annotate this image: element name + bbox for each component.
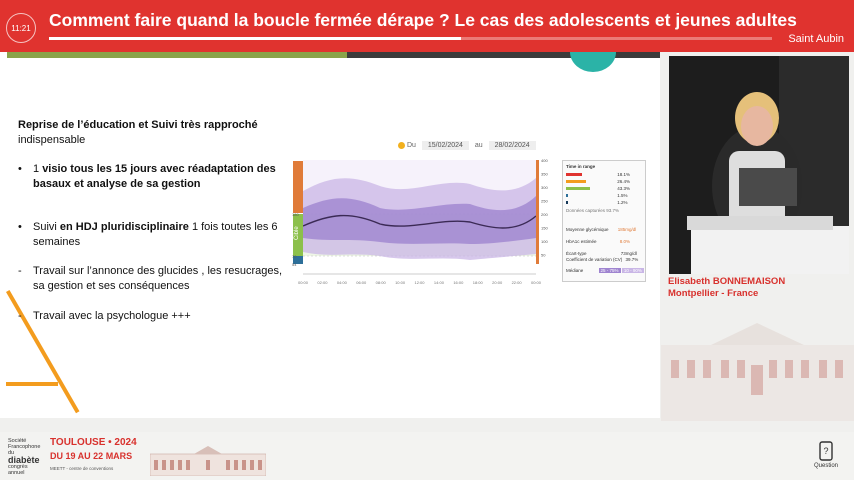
from-date: 15/02/2024	[422, 141, 469, 150]
bullet-2-bold: en HDJ pluridisciplinaire	[60, 221, 189, 233]
speaker-location: Montpellier - France	[668, 288, 785, 300]
left-tick-label: 54	[292, 262, 297, 267]
x-tick-label: 20:00	[492, 280, 503, 285]
target-label: Cible	[294, 226, 300, 240]
x-tick-label: 18:00	[473, 280, 484, 285]
x-tick-label: 16:00	[453, 280, 464, 285]
tir-row-3: 43.3%	[566, 186, 630, 191]
sun-icon	[398, 142, 405, 149]
question-label: Question	[808, 463, 844, 469]
slide-heading-bold: Reprise de l’éducation et Suivi très rap…	[18, 119, 258, 131]
dash-2-text: Travail avec la psychologue +++	[33, 309, 283, 324]
x-tick-label: 06:00	[356, 280, 367, 285]
svg-text:?: ?	[823, 446, 828, 456]
dash-1-text: Travail sur l’annonce des glucides , les…	[33, 264, 283, 294]
room-location: Saint Aubin	[788, 33, 844, 45]
right-tick-label: 400	[541, 158, 548, 163]
tir-row-2: 26.4%	[566, 179, 630, 184]
orange-decoration-base	[6, 382, 58, 386]
right-tick-label: 150	[541, 226, 548, 231]
progress-fill	[49, 37, 461, 40]
hba1c: HbA1c estimée 8.0%	[566, 239, 630, 244]
question-button[interactable]: ? Question	[808, 441, 844, 477]
dash-item-2: - Travail avec la psychologue +++	[18, 309, 283, 324]
x-tick-label: 04:00	[337, 280, 348, 285]
x-tick-label: 00:00	[531, 280, 542, 285]
coef-variation: Coefficient de variation (CV) 39.7%	[566, 257, 638, 262]
left-tick-label: 70	[292, 254, 297, 259]
slide-top-strip	[7, 52, 660, 58]
x-tick-label: 08:00	[376, 280, 387, 285]
chart-date-range: Du 15/02/2024 au 28/02/2024	[398, 141, 540, 150]
slide-heading-rest: indispensable	[18, 134, 85, 146]
speaker-fullname: Elisabeth BONNEMAISON	[668, 276, 785, 288]
right-tick-label: 200	[541, 212, 548, 217]
bullet-1-text: 1	[33, 163, 42, 175]
to-label: au	[475, 142, 483, 149]
x-tick-label: 00:00	[298, 280, 309, 285]
to-date: 28/02/2024	[489, 141, 536, 150]
right-tick-label: 250	[541, 199, 548, 204]
right-axis-bar	[536, 160, 539, 264]
right-tick-label: 300	[541, 185, 548, 190]
right-tick-label: 100	[541, 239, 548, 244]
capitole-footer-illustration	[150, 440, 266, 476]
event-venue: MEETT - centre de conventions	[50, 466, 113, 471]
bullet-item-1: • 1 visio tous les 15 jours avec réadapt…	[18, 162, 283, 192]
tir-row-1: 18.1%	[566, 172, 630, 177]
speaker-name: Elisabeth BONNEMAISON Montpellier - Fran…	[668, 276, 785, 300]
bullet-item-2: • Suivi en HDJ pluridisciplinaire 1 fois…	[18, 220, 283, 250]
tir-row-4: 1.5%	[566, 193, 628, 198]
mean-glucose: Moyenne glycémique 185mg/dl	[566, 227, 636, 232]
page-title: Comment faire quand la boucle fermée dér…	[49, 10, 797, 31]
right-tick-label: 50	[541, 253, 546, 258]
progress-bar	[49, 37, 772, 40]
from-label: Du	[407, 142, 416, 149]
x-tick-label: 10:00	[395, 280, 406, 285]
tir-capture: Données capturées 93.7%	[566, 208, 619, 213]
header-bar: 11:21 Comment faire quand la boucle ferm…	[0, 0, 854, 52]
right-tick-label: 350	[541, 172, 548, 177]
x-tick-label: 02:00	[317, 280, 328, 285]
event-city: TOULOUSE • 2024	[50, 437, 137, 448]
std-dev: Écart-type 73mg/dl	[566, 251, 637, 256]
clock-badge: 11:21	[6, 13, 36, 43]
x-tick-label: 22:00	[512, 280, 523, 285]
capitole-building-image	[661, 305, 854, 421]
high-bar-left	[293, 161, 303, 213]
dash-item-1: - Travail sur l’annonce des glucides , l…	[18, 264, 283, 294]
x-tick-label: 14:00	[434, 280, 445, 285]
tir-title: Time in range	[566, 164, 595, 169]
bullet-2-text: Suivi	[33, 221, 60, 233]
speaker-avatar	[669, 56, 849, 274]
bullet-1-bold: visio tous les 15 jours avec réadaptatio…	[33, 163, 276, 190]
left-tick-label: 180	[292, 212, 299, 217]
sfd-logo: Société Francophone du diabète congrès a…	[8, 438, 40, 476]
tir-row-5: 1.2%	[566, 200, 628, 205]
phone-question-icon: ?	[819, 441, 833, 461]
teal-decoration	[570, 52, 616, 72]
x-tick-label: 12:00	[414, 280, 425, 285]
agp-legend: Médiane 25 - 75% 10 - 90%	[566, 268, 644, 273]
presentation-slide: Reprise de l’éducation et Suivi très rap…	[0, 52, 660, 418]
time-in-range-panel: Time in range 18.1% 26.4% 43.3% 1.5% 1.2…	[562, 160, 646, 282]
speaker-video	[669, 56, 849, 274]
event-dates: DU 19 AU 22 MARS	[50, 451, 132, 461]
slide-heading: Reprise de l’éducation et Suivi très rap…	[18, 118, 258, 148]
glucose-profile-chart: Cible 180 70 54 400 350 300 250 200 150 100 50 00:…	[290, 156, 554, 302]
